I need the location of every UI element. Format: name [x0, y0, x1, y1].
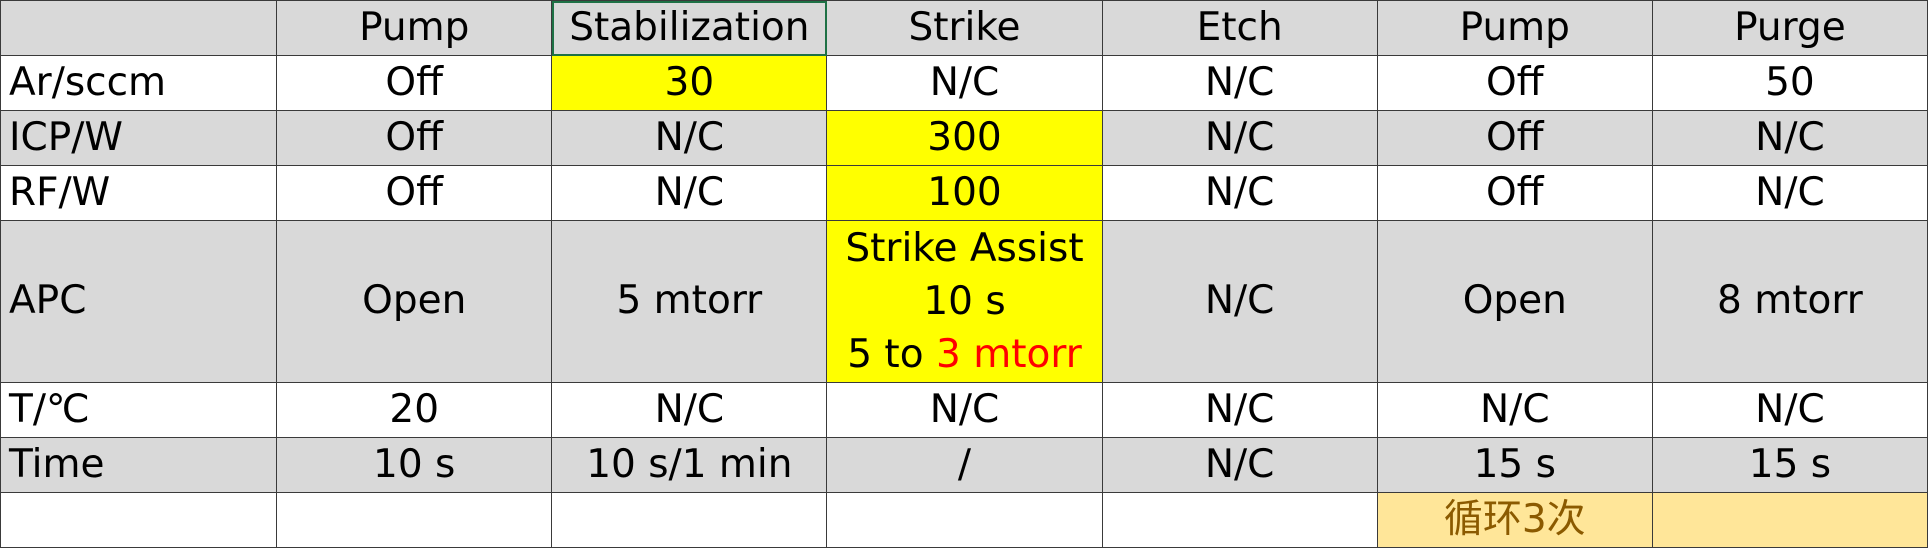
- cell[interactable]: [1651, 492, 1928, 548]
- cell[interactable]: N/C: [826, 55, 1103, 111]
- cell[interactable]: N/C: [1651, 110, 1928, 166]
- cell[interactable]: N/C: [1101, 220, 1378, 383]
- cell[interactable]: Open: [1376, 220, 1653, 383]
- cell[interactable]: [0, 0, 278, 56]
- table-row: Time 10 s 10 s/1 min / N/C 15 s 15 s: [0, 437, 1928, 493]
- cell[interactable]: 15 s: [1376, 437, 1653, 493]
- table-row: APC Open 5 mtorr Strike Assist 10 s 5 to…: [0, 220, 1928, 383]
- cell[interactable]: Off: [276, 110, 553, 166]
- row-label-cell[interactable]: RF/W: [0, 165, 278, 221]
- cell[interactable]: [551, 492, 828, 548]
- cell[interactable]: Off: [276, 165, 553, 221]
- cell[interactable]: Pump: [276, 0, 553, 56]
- header-row: Pump Stabilization Strike Etch Pump Purg…: [0, 0, 1928, 56]
- strike-assist-pressure: 5 to 3 mtorr: [847, 328, 1082, 381]
- cell[interactable]: N/C: [1101, 110, 1378, 166]
- cell[interactable]: Off: [1376, 55, 1653, 111]
- cell[interactable]: [1101, 492, 1378, 548]
- cell[interactable]: 50: [1651, 55, 1928, 111]
- cell[interactable]: 5 mtorr: [551, 220, 828, 383]
- cell[interactable]: 10 s/1 min: [551, 437, 828, 493]
- cell[interactable]: N/C: [1101, 437, 1378, 493]
- table-row: 循环3次: [0, 492, 1928, 548]
- table-row: ICP/W Off N/C 300 N/C Off N/C: [0, 110, 1928, 166]
- cell[interactable]: 20: [276, 382, 553, 438]
- cell[interactable]: N/C: [551, 382, 828, 438]
- cell[interactable]: N/C: [1101, 55, 1378, 111]
- table-row: RF/W Off N/C 100 N/C Off N/C: [0, 165, 1928, 221]
- strike-assist-cell[interactable]: Strike Assist 10 s 5 to 3 mtorr: [826, 220, 1103, 383]
- cell[interactable]: 8 mtorr: [1651, 220, 1928, 383]
- cell[interactable]: Open: [276, 220, 553, 383]
- cell[interactable]: [826, 492, 1103, 548]
- cell[interactable]: Strike: [826, 0, 1103, 56]
- row-label-cell[interactable]: Ar/sccm: [0, 55, 278, 111]
- pressure-target-red: 3 mtorr: [936, 331, 1082, 377]
- cell[interactable]: Pump: [1376, 0, 1653, 56]
- cell[interactable]: N/C: [551, 110, 828, 166]
- cell[interactable]: Off: [276, 55, 553, 111]
- row-label-cell[interactable]: T/℃: [0, 382, 278, 438]
- row-label-cell[interactable]: ICP/W: [0, 110, 278, 166]
- table-row: Ar/sccm Off 30 N/C N/C Off 50: [0, 55, 1928, 111]
- cell[interactable]: Etch: [1101, 0, 1378, 56]
- cell[interactable]: Off: [1376, 165, 1653, 221]
- cell[interactable]: 30: [551, 55, 828, 111]
- row-label-cell[interactable]: Time: [0, 437, 278, 493]
- loop-note-cell[interactable]: 循环3次: [1376, 492, 1653, 548]
- cell[interactable]: 15 s: [1651, 437, 1928, 493]
- cell[interactable]: Off: [1376, 110, 1653, 166]
- strike-assist-title: Strike Assist: [845, 225, 1084, 271]
- cell[interactable]: [276, 492, 553, 548]
- row-label-cell[interactable]: [0, 492, 278, 548]
- row-label-cell[interactable]: APC: [0, 220, 278, 383]
- cell[interactable]: N/C: [1101, 165, 1378, 221]
- selected-cell[interactable]: Stabilization: [551, 0, 828, 56]
- cell[interactable]: N/C: [1651, 382, 1928, 438]
- table-row: T/℃ 20 N/C N/C N/C N/C N/C: [0, 382, 1928, 438]
- cell[interactable]: N/C: [1101, 382, 1378, 438]
- cell[interactable]: N/C: [1651, 165, 1928, 221]
- strike-assist-duration: 10 s: [923, 278, 1006, 324]
- cell[interactable]: N/C: [826, 382, 1103, 438]
- cell[interactable]: 100: [826, 165, 1103, 221]
- cell[interactable]: N/C: [1376, 382, 1653, 438]
- cell[interactable]: /: [826, 437, 1103, 493]
- cell[interactable]: 300: [826, 110, 1103, 166]
- cell[interactable]: N/C: [551, 165, 828, 221]
- pressure-start: 5 to: [847, 331, 924, 377]
- cell[interactable]: 10 s: [276, 437, 553, 493]
- cell[interactable]: Purge: [1651, 0, 1928, 56]
